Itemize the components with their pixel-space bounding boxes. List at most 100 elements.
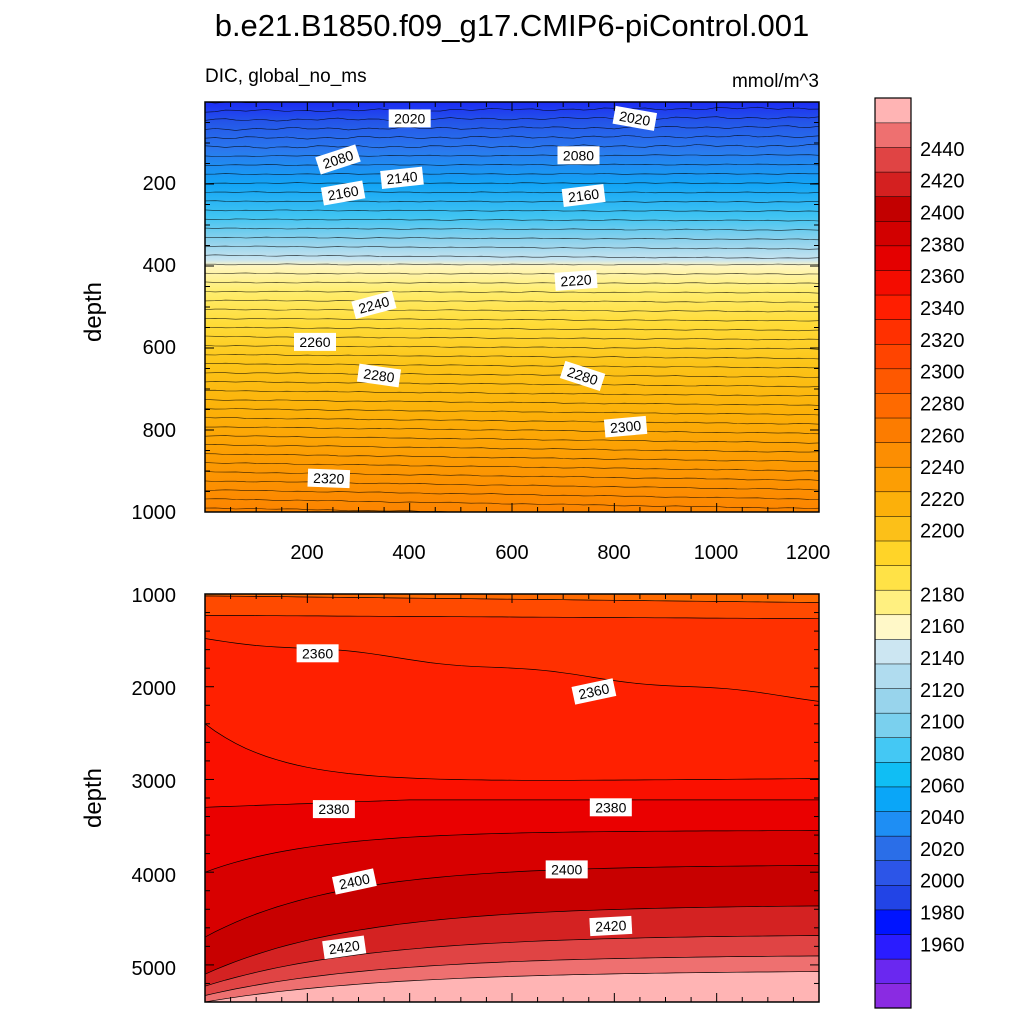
contour-label-box <box>322 935 367 960</box>
colorbar-label: 2280 <box>920 394 965 416</box>
contour-label: 2400 <box>331 868 377 895</box>
contour-label: 2160 <box>561 184 606 207</box>
contour-label: 2140 <box>380 166 424 189</box>
upper-contour-line <box>205 399 819 406</box>
contour-label: 2020 <box>388 109 431 128</box>
colorbar-box <box>874 589 912 616</box>
contour-label-text: 2380 <box>318 801 349 817</box>
contour-label-box <box>307 468 351 489</box>
colorbar-label: 1980 <box>920 903 965 925</box>
contour-label-text: 2160 <box>567 186 600 206</box>
upper-contour-line <box>205 290 819 294</box>
upper-contour-line <box>205 426 819 435</box>
upper-contour-line <box>205 272 819 275</box>
contour-label-text: 2280 <box>362 365 395 385</box>
colorbar-label: 2240 <box>920 457 965 479</box>
colorbar-label: 2380 <box>920 234 965 256</box>
contour-label-box <box>571 678 617 705</box>
upper-contour-line <box>205 227 819 231</box>
colorbar-box <box>874 909 912 935</box>
contour-label: 2320 <box>307 468 351 489</box>
contour-label-text: 2300 <box>609 417 642 436</box>
contour-label-box <box>356 363 402 388</box>
upper-contour-line <box>205 471 819 481</box>
upper-contour-line <box>205 191 819 194</box>
upper-y-tick-200: 200 <box>143 173 176 195</box>
upper-contour-line <box>205 435 819 444</box>
contour-label-box <box>351 290 397 320</box>
contour-label-text: 2360 <box>302 645 333 661</box>
contour-label: 2420 <box>589 915 633 937</box>
upper-contour-line <box>205 154 819 157</box>
contour-label: 2240 <box>351 290 397 320</box>
contour-label-text: 2380 <box>595 799 626 815</box>
lower-y-axis-label: depth <box>80 768 107 828</box>
chart-title: b.e21.B1850.f09_g17.CMIP6-piControl.001 <box>215 8 810 43</box>
contour-label-box <box>589 798 632 817</box>
colorbar-box <box>874 933 912 960</box>
contour-label-text: 2220 <box>560 271 592 289</box>
colorbar-box <box>874 269 912 296</box>
contour-label-text: 2140 <box>386 168 419 187</box>
contour-label: 2360 <box>296 644 339 663</box>
contour-label-text: 2260 <box>299 334 330 350</box>
upper-contour-line <box>205 326 819 332</box>
colorbar-labels: 1960 1980 2000 2020 2040 2060 2080 2100 2120 2140… <box>920 139 965 957</box>
contour-label-box <box>294 332 336 351</box>
upper-contour-line <box>205 381 819 388</box>
colorbar-box <box>874 245 912 271</box>
colorbar-label: 2140 <box>920 648 965 670</box>
contour-label-text: 2420 <box>328 937 361 957</box>
colorbar-label: 2100 <box>920 712 965 734</box>
contour-label-text: 2360 <box>577 680 611 702</box>
colorbar-box <box>874 417 912 443</box>
upper-y-tick-800: 800 <box>143 420 176 442</box>
upper-contour-line <box>205 417 819 425</box>
contour-label: 2380 <box>312 800 355 819</box>
upper-ticks <box>204 101 820 513</box>
colorbar-label: 2260 <box>920 425 965 447</box>
contour-label-box <box>589 915 633 937</box>
contour-label: 2020 <box>612 105 658 131</box>
upper-contour-line <box>205 144 819 149</box>
upper-panel: DIC, global_no_ms mmol/m^3 2020 2020 2080 2… <box>80 66 830 564</box>
contour-label-text: 2020 <box>394 110 425 126</box>
contour-label-text: 2020 <box>618 108 652 129</box>
contour-label-text: 2240 <box>357 293 391 317</box>
upper-contour-line <box>205 489 819 500</box>
colorbar-box <box>874 515 912 542</box>
colorbar-box <box>874 540 912 566</box>
contour-label: 2420 <box>322 935 367 960</box>
colorbar-box <box>874 343 912 370</box>
colorbar-boxes <box>874 97 912 1009</box>
colorbar-box <box>874 958 912 984</box>
contour-label-box <box>315 144 361 175</box>
upper-contour-lines <box>205 102 819 512</box>
colorbar-label: 2160 <box>920 616 965 638</box>
upper-contour-line <box>205 408 819 416</box>
contour-label: 2220 <box>554 269 598 291</box>
colorbar-box <box>874 860 912 886</box>
lower-y-tick-2000: 2000 <box>132 678 177 700</box>
colorbar-box <box>874 810 912 837</box>
upper-field <box>205 102 819 512</box>
contour-label: 2300 <box>603 415 648 438</box>
colorbar-label: 2200 <box>920 521 965 543</box>
upper-contour-line <box>205 462 819 472</box>
contour-label-text: 2080 <box>563 147 594 163</box>
contour-label-text: 2320 <box>313 470 345 487</box>
colorbar: 1960 1980 2000 2020 2040 2060 2080 2100 2120 2140… <box>874 97 965 1009</box>
colorbar-box <box>874 146 912 173</box>
upper-y-axis-label: depth <box>80 282 107 342</box>
contour-label-box <box>320 180 366 206</box>
upper-contour-line <box>205 200 819 203</box>
lower-band <box>205 971 819 1002</box>
colorbar-box <box>874 761 912 788</box>
colorbar-label: 2420 <box>920 171 965 193</box>
upper-contour-line <box>205 353 819 360</box>
colorbar-box <box>874 712 912 738</box>
colorbar-label: 2040 <box>920 807 965 829</box>
colorbar-box <box>874 663 912 689</box>
upper-x-tick-400: 400 <box>392 542 425 564</box>
